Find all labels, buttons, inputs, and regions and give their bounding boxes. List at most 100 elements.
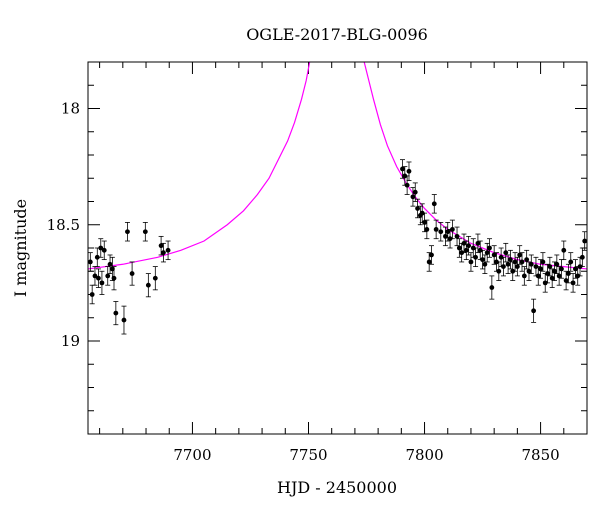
data-point <box>501 264 506 269</box>
data-point <box>456 245 462 251</box>
data-point <box>92 273 98 279</box>
data-point <box>572 266 578 272</box>
data-point <box>514 264 520 269</box>
data-point <box>152 275 158 281</box>
chart-title: OGLE-2017-BLG-0096 <box>246 25 428 44</box>
model-curve-decline <box>363 62 587 270</box>
data-point <box>165 247 171 253</box>
data-point <box>406 168 412 174</box>
x-tick-label: 7850 <box>521 446 559 464</box>
data-point <box>487 245 492 251</box>
data-point <box>570 280 576 286</box>
data-point <box>480 257 485 263</box>
data-point <box>415 206 420 211</box>
data-point <box>105 273 111 279</box>
data-point <box>99 280 105 286</box>
data-point <box>109 266 115 272</box>
data-point <box>528 261 534 267</box>
data-point <box>449 227 455 232</box>
data-point <box>96 275 101 281</box>
data-point <box>503 250 509 256</box>
data-point <box>508 257 513 263</box>
data-point <box>101 247 107 253</box>
data-point <box>461 240 467 246</box>
data-point <box>88 259 93 265</box>
data-point <box>526 268 532 274</box>
data-point <box>158 243 164 249</box>
data-point <box>424 227 430 232</box>
data-point <box>466 243 472 249</box>
y-tick-label: 18 <box>61 100 80 118</box>
data-point <box>98 245 104 251</box>
data-point <box>582 238 587 244</box>
data-point <box>552 268 557 274</box>
data-point <box>404 182 410 188</box>
data-point <box>489 285 495 290</box>
data-point <box>482 261 488 267</box>
data-point <box>443 233 448 239</box>
data-point <box>438 229 444 235</box>
data-point <box>431 201 437 207</box>
data-point <box>521 273 527 279</box>
data-point <box>484 250 490 256</box>
data-point <box>94 254 100 260</box>
data-point <box>491 252 497 258</box>
data-point <box>433 227 439 232</box>
data-point <box>524 257 530 263</box>
data-point <box>113 310 119 316</box>
x-axis-label: HJD - 2450000 <box>277 478 397 497</box>
data-point <box>454 233 460 239</box>
data-point <box>468 259 474 265</box>
data-point <box>531 308 537 314</box>
data-point <box>517 252 523 258</box>
data-point <box>547 264 553 269</box>
data-point <box>545 271 550 276</box>
y-axis-label: I magnitude <box>11 199 30 297</box>
data-point <box>519 259 525 265</box>
x-tick-label: 7800 <box>405 446 443 464</box>
data-point <box>556 273 562 279</box>
data-point <box>463 247 469 253</box>
plot-contents <box>88 62 587 335</box>
data-point <box>121 317 127 323</box>
data-point <box>107 261 113 267</box>
data-point <box>563 278 569 283</box>
data-point <box>410 194 416 200</box>
data-point <box>422 220 427 225</box>
data-point <box>142 229 148 235</box>
data-point <box>566 271 571 276</box>
x-tick-label: 7750 <box>289 446 327 464</box>
data-point <box>512 259 518 265</box>
data-point <box>538 266 543 272</box>
data-point <box>161 250 166 256</box>
y-tick-label: 19 <box>61 332 80 350</box>
data-point <box>568 259 574 265</box>
data-point <box>111 275 117 281</box>
data-point <box>412 189 418 195</box>
data-point <box>129 271 135 276</box>
data-point <box>426 259 432 265</box>
data-point <box>505 261 511 267</box>
data-point <box>561 247 567 253</box>
data-point <box>125 229 130 235</box>
data-point <box>559 266 564 272</box>
data-point <box>145 282 151 288</box>
data-point <box>549 275 555 281</box>
data-point <box>579 254 585 260</box>
data-point <box>429 252 434 258</box>
data-point <box>535 273 541 279</box>
data-point <box>496 268 502 274</box>
data-point <box>475 240 481 246</box>
y-tick-label: 18.5 <box>47 216 80 234</box>
data-point <box>554 261 560 267</box>
x-tick-label: 7700 <box>173 446 211 464</box>
plot-area: 7700 7750 7800 7850 18 18.5 19 <box>47 61 588 464</box>
data-point <box>445 229 451 235</box>
data-point <box>473 254 478 260</box>
model-curve-rise <box>88 62 311 270</box>
data-point <box>400 166 405 172</box>
plot-frame <box>87 61 588 435</box>
data-point <box>89 292 95 297</box>
data-point <box>540 259 546 265</box>
